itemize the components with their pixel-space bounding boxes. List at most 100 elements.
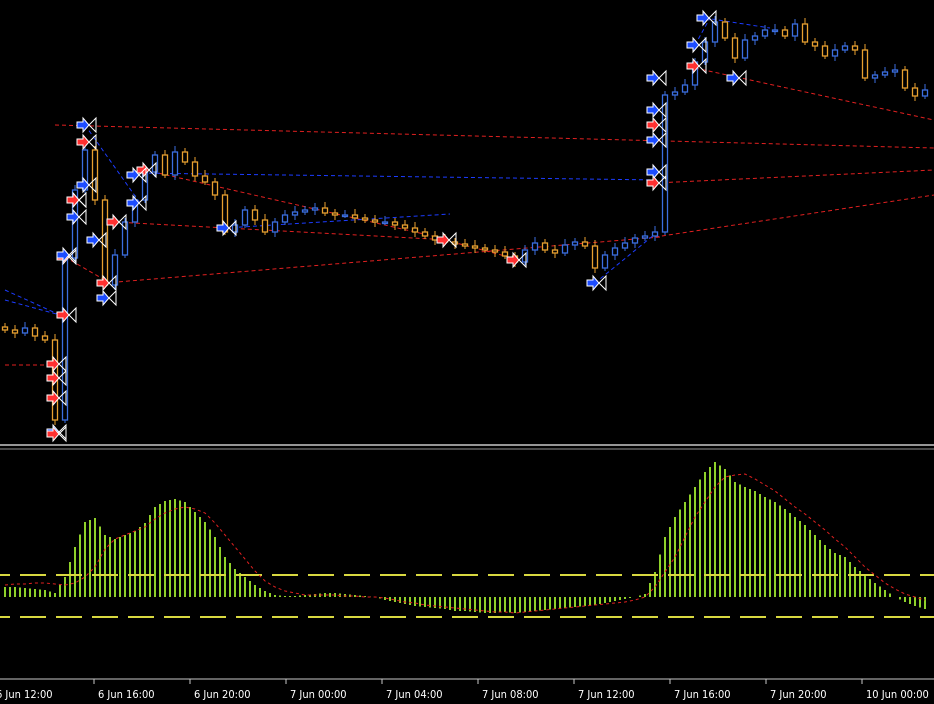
candle-body [831,49,839,57]
candle-body [701,41,709,63]
candle-body [651,231,659,237]
candle-body [711,21,719,43]
candle-body [851,45,859,51]
candle-body [321,207,329,214]
candle-body [11,329,19,334]
x-tick-label: 6 Jun 16:00 [98,688,155,701]
candle-body [91,149,99,201]
candle-body [191,161,199,177]
x-tick-label: 7 Jun 08:00 [482,688,539,701]
sell-arrow-icon [66,191,87,209]
candle-body [731,37,739,59]
candle-body [631,237,639,244]
candle-body [791,23,799,37]
buy-signal-line [4,299,61,316]
candle-body [381,221,389,225]
candle-body [841,45,849,51]
candle-body [361,217,369,221]
candle-body [241,209,249,226]
candle-body [391,221,399,226]
candle-body [561,244,569,254]
buy-arrow-icon [696,9,717,27]
candle-body [641,235,649,239]
candle-body [571,241,579,246]
candle-body [201,175,209,183]
sell-signal-line [654,194,934,238]
sell-signal-line [694,67,934,121]
buy-arrow-icon [86,231,107,249]
sell-arrow-icon [46,425,67,443]
candle-body [821,45,829,57]
sell-arrow-icon [646,174,667,192]
candle-body [751,35,759,41]
sell-arrow-icon [686,57,707,75]
candle-body [421,231,429,237]
buy-arrow-icon [216,219,237,237]
buy-arrow-icon [66,208,87,226]
candle-body [661,94,669,233]
sell-arrow-icon [436,231,457,249]
candle-body [111,254,119,286]
candle-body [291,211,299,216]
candle-body [761,29,769,37]
candle-body [811,41,819,47]
candle-body [251,209,259,221]
candle-body [681,84,689,93]
candle-body [911,87,919,97]
candle-body [61,257,69,421]
candle-body [461,243,469,247]
buy-arrow-icon [646,131,667,149]
candle-body [371,219,379,223]
sell-arrow-icon [506,251,527,269]
candle-body [121,221,129,256]
candle-body [171,151,179,176]
buy-signal-line [4,289,61,316]
buy-signal-line [134,172,661,181]
buy-arrow-icon [686,36,707,54]
buy-arrow-icon [96,289,117,307]
candle-body [871,74,879,79]
candle-body [271,221,279,233]
buy-arrow-icon [586,274,607,292]
candle-body [531,242,539,251]
candle-body [351,214,359,219]
candle-body [211,181,219,196]
sell-signal-line [144,169,451,241]
candle-body [21,327,29,334]
sell-arrow-icon [46,389,67,407]
x-tick-label: 10 Jun 00:00 [866,688,929,701]
candle-body [41,335,49,341]
buy-signal-line [694,17,711,46]
candle-body [261,219,269,233]
sell-arrow-icon [96,274,117,292]
candle-body [101,199,109,286]
candle-body [901,69,909,89]
buy-arrow-icon [646,101,667,119]
candle-body [1,326,9,331]
buy-arrow-icon [76,116,97,134]
candle-body [281,214,289,223]
candle-body [671,91,679,96]
sell-arrow-icon [56,306,77,324]
indicator-panel [0,462,934,618]
candle-body [581,241,589,247]
candle-body [331,212,339,216]
candle-body [721,21,729,39]
candle-body [611,247,619,256]
candle-body [801,23,809,43]
candle-body [491,249,499,253]
candle-body [501,251,509,257]
buy-arrow-icon [646,163,667,181]
candle-body [341,214,349,218]
sell-arrow-icon [106,213,127,231]
sell-arrow-icon [76,133,97,151]
indicator-signal-line [4,473,926,614]
candle-body [861,49,869,79]
candle-body [551,249,559,254]
candle-body [591,245,599,269]
buy-signal-line [84,124,141,204]
x-tick-label: 7 Jun 16:00 [674,688,731,701]
candle-body [891,69,899,73]
